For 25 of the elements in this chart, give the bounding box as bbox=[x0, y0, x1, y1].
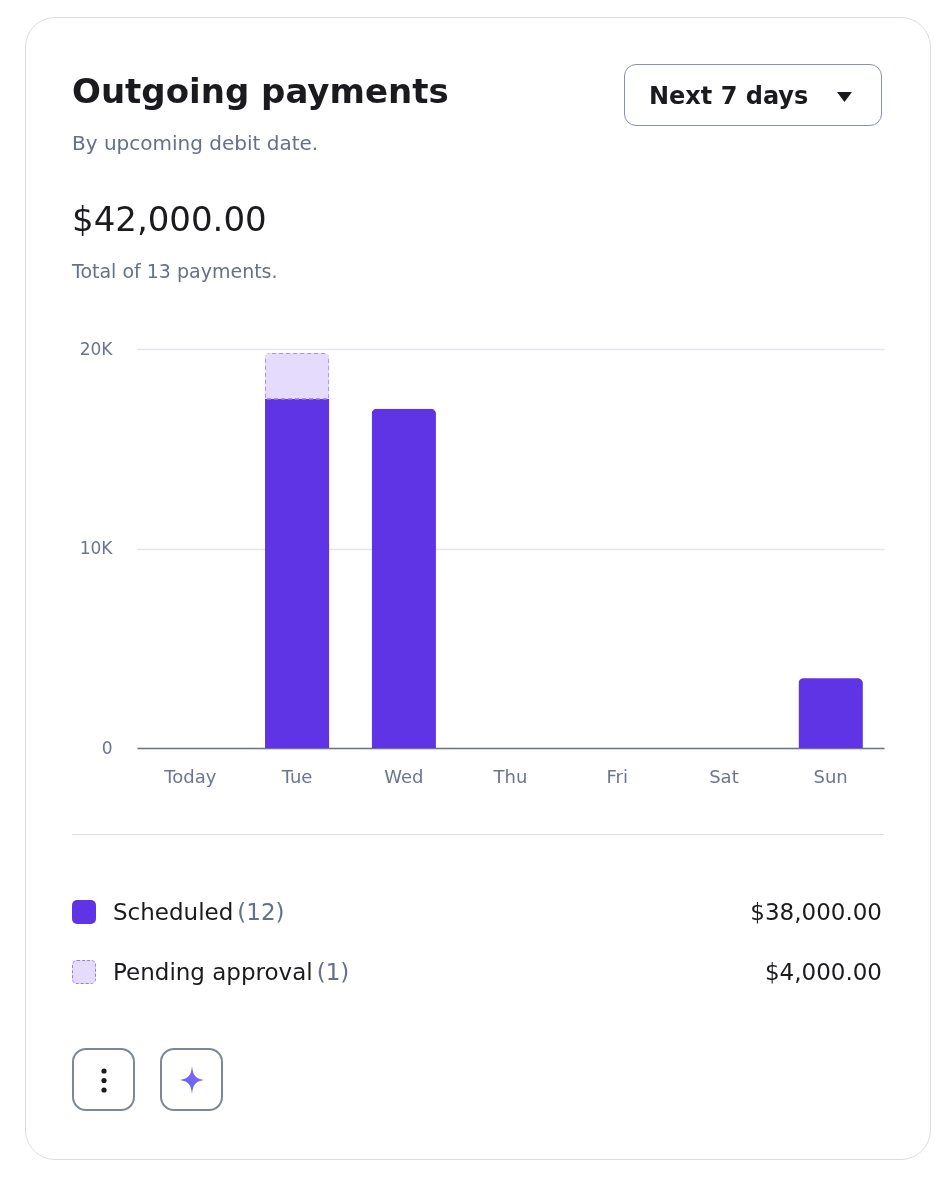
x-tick-label: Sat bbox=[709, 765, 739, 787]
x-tick-label: Sun bbox=[813, 765, 848, 787]
legend-label: Pending approval bbox=[113, 959, 313, 985]
text: (12) bbox=[237, 899, 285, 925]
y-tick-label: 20K bbox=[79, 338, 114, 359]
text: $38,000.00 bbox=[750, 898, 882, 927]
bar bbox=[265, 352, 330, 400]
legend-label: Scheduled bbox=[113, 899, 234, 925]
x-tick-label: Fri bbox=[606, 765, 628, 787]
text: Total of 13 payments. bbox=[72, 259, 278, 283]
y-tick-label: 0 bbox=[101, 737, 113, 758]
bar bbox=[798, 678, 863, 748]
x-tick-label: Thu bbox=[492, 765, 528, 787]
y-tick-label: 10K bbox=[79, 538, 114, 558]
text: $42,000.00 bbox=[72, 198, 267, 240]
bar bbox=[371, 408, 436, 748]
x-tick-label: Wed bbox=[384, 765, 424, 787]
x-tick-label: Today bbox=[163, 765, 217, 787]
text: Next 7 days bbox=[649, 81, 809, 112]
text: (1) bbox=[316, 959, 350, 985]
chart-title: Outgoing payments bbox=[72, 71, 449, 111]
x-tick-label: Tue bbox=[280, 765, 313, 787]
chart-subtitle: By upcoming debit date. bbox=[72, 130, 319, 156]
text: $4,000.00 bbox=[764, 958, 882, 987]
bar bbox=[265, 398, 330, 748]
